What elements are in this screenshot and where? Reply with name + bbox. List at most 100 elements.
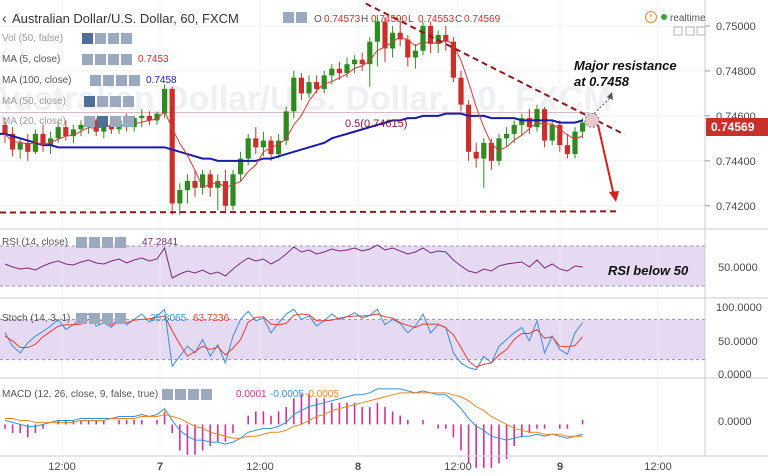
ma5-remove-button[interactable] [121, 54, 132, 65]
close-pane-icon[interactable] [696, 26, 706, 36]
candle[interactable] [458, 70, 464, 112]
vol-add-button[interactable] [108, 33, 119, 44]
stoch-k-line[interactable] [4, 308, 583, 371]
macd-settings-button[interactable] [162, 389, 173, 400]
ma5-add-button[interactable] [108, 54, 119, 65]
ma5-hide-button[interactable] [95, 54, 106, 65]
ma20-add-button[interactable] [110, 116, 121, 127]
ma100-remove-button[interactable] [129, 75, 140, 86]
candle[interactable] [192, 169, 198, 197]
settings-button[interactable] [283, 12, 294, 23]
candle[interactable] [222, 169, 228, 213]
candle[interactable] [321, 70, 327, 94]
candle[interactable] [359, 52, 365, 71]
candle[interactable] [146, 111, 152, 125]
candle[interactable] [382, 16, 388, 62]
ma50-remove-button[interactable] [123, 96, 134, 107]
candle[interactable] [40, 124, 46, 152]
ma50-hide-button[interactable] [97, 96, 108, 107]
candle[interactable] [276, 133, 282, 159]
stoch-remove-button[interactable] [115, 313, 126, 324]
ma20-hide-button[interactable] [97, 116, 108, 127]
candle[interactable] [572, 127, 578, 159]
candle[interactable] [70, 124, 76, 143]
candle[interactable] [526, 109, 532, 134]
candle[interactable] [352, 55, 358, 74]
time-axis[interactable]: 12:00 7 12:00 8 12:00 9 12:00 [48, 461, 672, 473]
candle[interactable] [443, 25, 449, 51]
stoch-add-button[interactable] [102, 313, 113, 324]
candle[interactable] [291, 70, 297, 119]
resistance-trendline[interactable] [365, 2, 626, 136]
candle[interactable] [200, 169, 206, 195]
candle[interactable] [466, 100, 472, 161]
ma50-settings-button[interactable] [84, 96, 95, 107]
candle[interactable] [253, 127, 259, 155]
ma100-add-button[interactable] [116, 75, 127, 86]
rsi-settings-button[interactable] [76, 237, 87, 248]
vol-settings-button[interactable] [82, 33, 93, 44]
candle[interactable] [412, 43, 418, 69]
candle[interactable] [542, 106, 548, 148]
candle[interactable] [63, 120, 69, 141]
candle[interactable] [184, 174, 190, 204]
candle[interactable] [511, 120, 517, 143]
candle[interactable] [374, 14, 380, 67]
vol-remove-button[interactable] [121, 33, 132, 44]
stoch-hide-button[interactable] [89, 313, 100, 324]
legend-buttons[interactable] [283, 12, 307, 23]
rsi-pane[interactable] [4, 244, 583, 279]
candle[interactable] [177, 183, 183, 215]
candle[interactable] [473, 142, 479, 168]
pane-controls[interactable] [673, 26, 706, 36]
candle[interactable] [2, 118, 8, 143]
macd-signal-line[interactable] [5, 392, 583, 439]
stoch-pane[interactable] [4, 308, 583, 371]
candle[interactable] [580, 118, 586, 139]
candle[interactable] [481, 138, 487, 188]
candle[interactable] [207, 169, 213, 197]
pane-up-icon[interactable] [673, 26, 683, 36]
rsi-line[interactable] [4, 244, 583, 279]
candle[interactable] [367, 37, 373, 87]
candle[interactable] [306, 75, 312, 98]
support-line[interactable] [0, 210, 617, 214]
maximize-pane-icon[interactable] [685, 26, 695, 36]
ma20-settings-button[interactable] [84, 116, 95, 127]
rsi-hide-button[interactable] [89, 237, 100, 248]
candle[interactable] [504, 127, 510, 148]
ma5-settings-button[interactable] [82, 54, 93, 65]
candle[interactable] [397, 21, 403, 47]
macd-remove-button[interactable] [201, 389, 212, 400]
candle[interactable] [169, 86, 175, 215]
candle[interactable] [230, 169, 236, 211]
collapse-chevron-icon[interactable]: ‹ [2, 10, 7, 26]
ma100-line[interactable] [0, 112, 583, 162]
macd-pane[interactable] [4, 388, 584, 468]
vol-hide-button[interactable] [95, 33, 106, 44]
candle[interactable] [139, 109, 145, 128]
macd-add-button[interactable] [188, 389, 199, 400]
candle[interactable] [298, 73, 304, 101]
rsi-add-button[interactable] [102, 237, 113, 248]
candle[interactable] [154, 111, 160, 125]
candle[interactable] [534, 104, 540, 132]
candle[interactable] [25, 133, 31, 161]
ma20-remove-button[interactable] [123, 116, 134, 127]
hide-button[interactable] [296, 12, 307, 23]
candle[interactable] [564, 133, 570, 159]
ma100-settings-button[interactable] [90, 75, 101, 86]
candle[interactable] [420, 21, 426, 56]
rsi-remove-button[interactable] [115, 237, 126, 248]
stoch-settings-button[interactable] [76, 313, 87, 324]
candle[interactable] [557, 120, 563, 152]
candle[interactable] [329, 64, 335, 85]
macd-line[interactable] [4, 388, 583, 445]
candle[interactable] [78, 120, 84, 137]
macd-hide-button[interactable] [175, 389, 186, 400]
candle[interactable] [336, 61, 342, 80]
candle[interactable] [238, 151, 244, 182]
ma50-add-button[interactable] [110, 96, 121, 107]
